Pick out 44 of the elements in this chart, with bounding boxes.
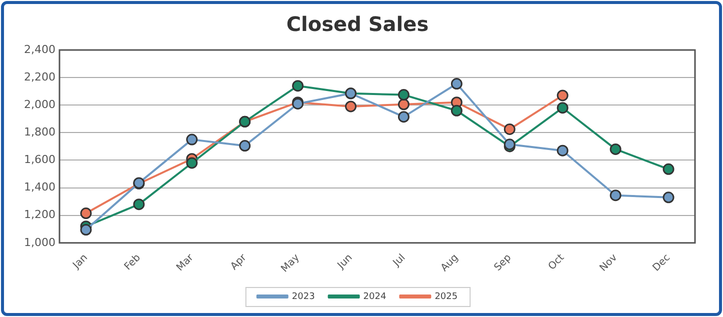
- point: [186, 134, 198, 146]
- point: [450, 78, 462, 90]
- point: [398, 89, 410, 101]
- point: [556, 90, 568, 102]
- y-tick-label: 1,200: [24, 208, 56, 222]
- point: [504, 123, 516, 135]
- point: [133, 198, 145, 210]
- point: [398, 98, 410, 110]
- x-tick-label: Feb: [122, 252, 143, 273]
- point: [398, 111, 410, 123]
- y-tick-label: 1,400: [24, 180, 56, 194]
- x-tick-label: Jun: [335, 252, 355, 272]
- y-tick-label: 1,600: [24, 153, 56, 166]
- x-tick-label: Apr: [228, 252, 250, 272]
- x-tick-label: Dec: [651, 252, 672, 274]
- point: [556, 102, 568, 114]
- point: [450, 104, 462, 116]
- legend-label: 2025: [434, 292, 458, 302]
- legend-label: 2024: [363, 292, 386, 302]
- legend-label: 2023: [292, 292, 315, 302]
- point: [186, 157, 198, 169]
- x-tick-label: Jan: [70, 252, 90, 272]
- y-tick-label: 2,400: [24, 42, 56, 56]
- y-tick-label: 2,200: [24, 70, 56, 84]
- x-tick-label: Mar: [174, 252, 196, 274]
- x-tick-label: Nov: [598, 252, 620, 274]
- point: [80, 208, 92, 220]
- y-tick-label: 1,000: [24, 236, 56, 249]
- point: [556, 144, 568, 156]
- x-tick-label: Jul: [390, 252, 408, 270]
- y-tick-label: 1,800: [24, 126, 56, 139]
- y-tick-label: 2,000: [24, 98, 56, 111]
- point: [345, 100, 357, 112]
- x-tick-label: Sep: [492, 252, 514, 274]
- x-tick-label: Oct: [546, 252, 567, 272]
- x-tick-label: Aug: [439, 252, 461, 274]
- point: [662, 163, 674, 175]
- point: [662, 192, 674, 204]
- point: [80, 224, 92, 236]
- point: [610, 143, 622, 155]
- point: [292, 80, 304, 92]
- point: [239, 140, 251, 152]
- chart-title: Closed Sales: [286, 12, 429, 36]
- point: [610, 190, 622, 202]
